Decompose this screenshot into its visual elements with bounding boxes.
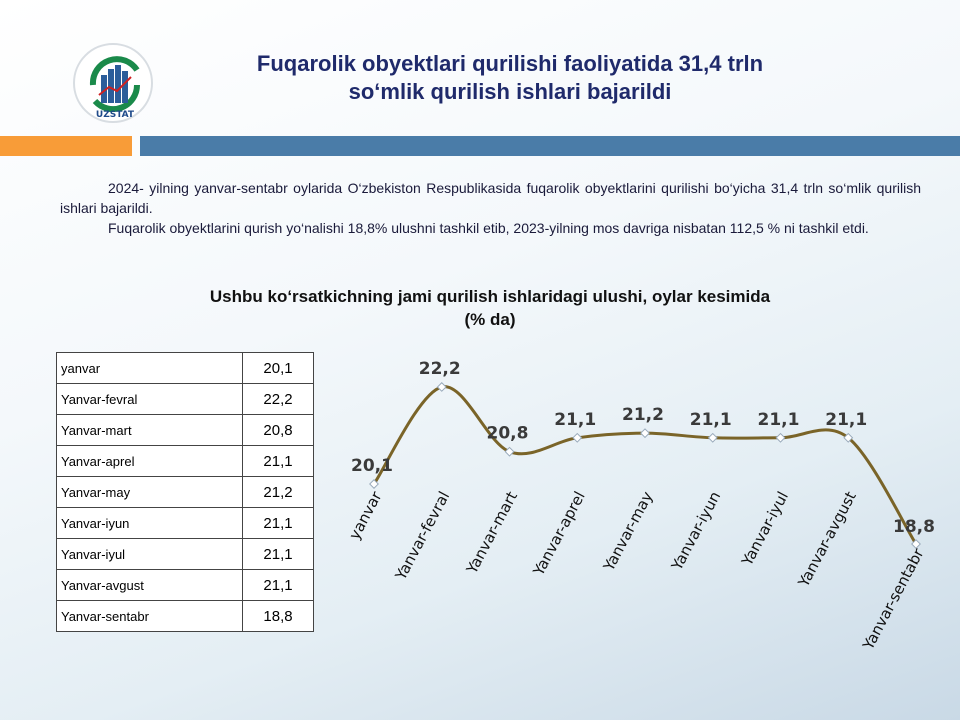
period-cell: Yanvar-iyul <box>56 538 243 570</box>
x-tick-label: Yanvar-fevral <box>391 488 453 583</box>
data-label: 22,2 <box>419 359 461 379</box>
svg-text:UZSTAT: UZSTAT <box>96 110 135 120</box>
table-row: Yanvar-sentabr 18,8 <box>56 600 314 632</box>
data-label: 21,1 <box>758 410 800 430</box>
x-tick-label: Yanvar-iyun <box>667 488 724 574</box>
value-cell: 21,2 <box>242 476 314 508</box>
table-row: Yanvar-may 21,2 <box>56 476 314 508</box>
data-point <box>707 432 718 443</box>
table-row: Yanvar-aprel 21,1 <box>56 445 314 477</box>
data-label: 18,8 <box>893 517 935 537</box>
value-cell: 20,1 <box>242 352 314 384</box>
period-cell: Yanvar-mart <box>56 414 243 446</box>
period-cell: Yanvar-avgust <box>56 569 243 601</box>
x-tick-label: Yanvar-mart <box>462 488 521 577</box>
period-cell: Yanvar-iyun <box>56 507 243 539</box>
value-cell: 22,2 <box>242 383 314 415</box>
uzstat-logo: UZSTAT <box>73 43 153 123</box>
table-row: Yanvar-fevral 22,2 <box>56 383 314 415</box>
data-point <box>775 432 786 443</box>
data-label: 20,8 <box>487 424 529 444</box>
data-point <box>640 428 650 439</box>
period-cell: Yanvar-aprel <box>56 445 243 477</box>
value-cell: 21,1 <box>242 569 314 601</box>
table-row: Yanvar-avgust 21,1 <box>56 569 314 601</box>
data-label: 21,1 <box>690 410 732 430</box>
value-cell: 21,1 <box>242 507 314 539</box>
value-cell: 18,8 <box>242 600 314 632</box>
period-cell: Yanvar-may <box>56 476 243 508</box>
accent-bar-blue <box>140 136 960 156</box>
data-table: yanvar 20,1 Yanvar-fevral 22,2 Yanvar-mart 20… <box>56 352 314 632</box>
table-row: Yanvar-mart 20,8 <box>56 414 314 446</box>
chart-title: Ushbu ko‘rsatkichning jami qurilish ishl… <box>209 287 771 329</box>
data-label: 20,1 <box>351 456 393 476</box>
accent-bar-orange <box>0 136 132 156</box>
data-point <box>436 382 447 392</box>
table-row: Yanvar-iyul 21,1 <box>56 538 314 570</box>
data-point <box>572 432 583 443</box>
data-point <box>369 479 379 489</box>
table-row: Yanvar-iyun 21,1 <box>56 507 314 539</box>
period-cell: Yanvar-fevral <box>56 383 243 415</box>
summary-text: 2024- yilning yanvar-sentabr oylarida O‘… <box>60 180 921 236</box>
period-cell: Yanvar-sentabr <box>56 600 243 632</box>
data-label: 21,1 <box>554 410 596 430</box>
data-point <box>843 432 854 443</box>
data-point <box>911 539 921 550</box>
x-tick-label: yanvar <box>345 488 386 543</box>
data-label: 21,2 <box>622 405 664 425</box>
x-tick-label: Yanvar-iyul <box>738 488 792 569</box>
data-label: 21,1 <box>825 410 867 430</box>
x-tick-label: Yanvar-sentabr <box>859 545 928 654</box>
x-tick-label: Yanvar-aprel <box>529 488 589 579</box>
x-tick-label: Yanvar-avgust <box>794 488 860 590</box>
x-tick-label: Yanvar-may <box>599 488 656 574</box>
page-title: Fuqarolik obyektlari qurilishi faoliyati… <box>256 51 764 104</box>
data-point <box>504 446 515 457</box>
